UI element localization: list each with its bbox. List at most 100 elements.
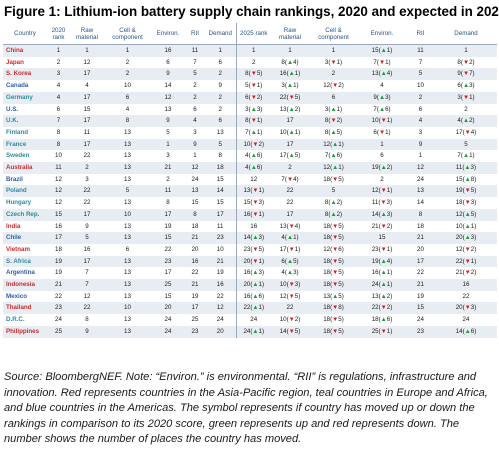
cell-component-2025-cell: 12(▼2) [323,82,344,90]
places-moved: 1 [258,281,262,289]
places-moved: 4 [293,58,297,66]
rank-value: 4 [457,117,461,125]
rank-value: 5 [245,82,249,90]
rii-2025-cell: 15 [406,302,435,315]
country-name: Finland [6,128,28,136]
rank-value: 16 [250,222,258,230]
raw-material-2020-cell: 17 [70,115,104,127]
places-moved: 2 [294,316,299,324]
cell-component-2020-cell: 13 [104,232,151,244]
cell-component-2025-cell: 3(▼1) [324,58,343,66]
cell-component-2025-cell: 18(▼5) [323,316,344,324]
triangle-down-icon: ▼ [330,117,337,125]
places-moved: 1 [338,164,342,172]
triangle-down-icon: ▼ [380,199,387,207]
places-moved: 1 [258,210,262,218]
header-2020-rank: 2020 rank [47,23,70,45]
environ-2020-cell: 8 [166,199,170,207]
environ-2025-cell: 4 [358,80,406,92]
environ-2020-cell: 9 [151,68,185,81]
cell-component-2025-cell: 8(▼2) [309,115,358,127]
demand-2025-cell: 9(▼7) [435,68,497,81]
header-cell-component-2020: Cell & component [104,23,151,45]
demand-2020-cell: 6 [205,56,237,69]
places-moved: 2 [386,222,391,230]
places-moved: 5 [294,292,299,300]
triangle-down-icon: ▼ [380,222,387,230]
raw-material-2020-cell: 22 [70,302,104,315]
demand-2025-cell: 8(▼2) [457,58,475,66]
rank-value: 4 [281,234,285,242]
rii-2020-cell: 4 [185,115,205,127]
demand-2025-cell: 18(▼3) [455,199,477,207]
places-moved: 8 [470,175,475,183]
environ-2025-cell: 16(▲1) [371,269,393,277]
rank-value: 19 [417,292,424,300]
triangle-up-icon: ▲ [252,327,259,335]
rii-2020-cell: 11 [185,44,205,57]
country-name: Hungary [6,199,32,207]
rank-value: 14 [279,327,287,335]
demand-2025-cell: 20(▼3) [435,302,497,315]
table-row: Hungary 12 22 13 8 15 15 15(▼3) 22 8(▲2) 11(▼3) 14 1… [3,197,497,209]
rank-value: 5 [418,70,423,78]
places-moved: 1 [470,257,475,265]
triangle-up-icon: ▲ [380,210,387,218]
triangle-up-icon: ▲ [250,128,257,136]
places-moved: 5 [470,210,475,218]
rank-2020-cell: 2 [56,58,61,66]
demand-2025-cell: 1 [435,44,497,57]
rank-2025-cell: 1 [236,44,271,57]
demand-2020-cell: 11 [205,220,237,233]
rank-value: 14 [243,234,251,242]
demand-2020-cell: 8 [205,150,237,163]
rank-2025-cell: 8(▼5) [236,68,271,81]
demand-2020-cell: 6 [205,115,237,127]
rank-value: 11 [371,199,379,207]
cell-component-2025-cell: 3(▲1) [324,105,343,113]
places-moved: 5 [338,175,342,183]
environ-2020-cell: 13 [164,105,172,113]
rii-2025-cell: 6 [406,104,435,116]
rank-value: 13 [371,70,379,78]
demand-2025-cell: 12(▼2) [455,245,477,253]
raw-material-2025-cell: 4(▲1) [271,232,309,244]
rank-2025-cell: 16 [236,221,271,233]
raw-material-2025-cell: 13(▲2) [279,105,301,113]
triangle-up-icon: ▲ [330,152,337,160]
places-moved: 1 [386,47,391,54]
rii-2020-cell: 2 [185,91,205,104]
rii-2025-cell: 24 [406,314,435,326]
rank-value: 20 [243,257,251,265]
places-moved: 2 [469,58,473,66]
triangle-down-icon: ▼ [332,82,339,90]
demand-2025-cell: 11(▲3) [435,162,497,174]
places-moved: 3 [385,93,389,101]
places-moved: 2 [258,140,262,148]
rank-value: 10 [279,128,287,136]
demand-2020-cell: 13 [205,126,237,139]
rii-2025-cell: 5 [406,68,435,81]
cell-component-2020-cell: 13 [124,269,131,277]
environ-2025-cell: 19(▲2) [358,162,406,174]
rii-2020-cell: 24 [191,175,199,183]
rank-2025-cell: 10(▼2) [236,138,271,151]
cell-component-2025-cell: 8(▲2) [309,208,358,221]
triangle-up-icon: ▲ [288,105,295,113]
places-moved: 2 [386,304,391,312]
triangle-down-icon: ▼ [286,175,294,183]
country-name: France [3,138,47,151]
rank-value: 13 [371,292,379,300]
environ-2025-cell: 19(▲4) [358,255,406,268]
rank-value: 22 [417,269,424,277]
rank-2020-cell: 22 [55,292,62,300]
demand-2020-cell: 18 [205,162,237,174]
rank-value: 4 [380,82,384,90]
places-moved: 3 [470,199,475,207]
rii-2020-cell: 8 [185,208,205,221]
header-cell-component-2025: Cell & component [309,23,358,45]
rii-2020-cell: 15 [191,199,199,207]
rii-2020-cell: 3 [193,128,197,136]
triangle-up-icon: ▲ [380,70,387,78]
rank-value: 9 [418,140,423,148]
